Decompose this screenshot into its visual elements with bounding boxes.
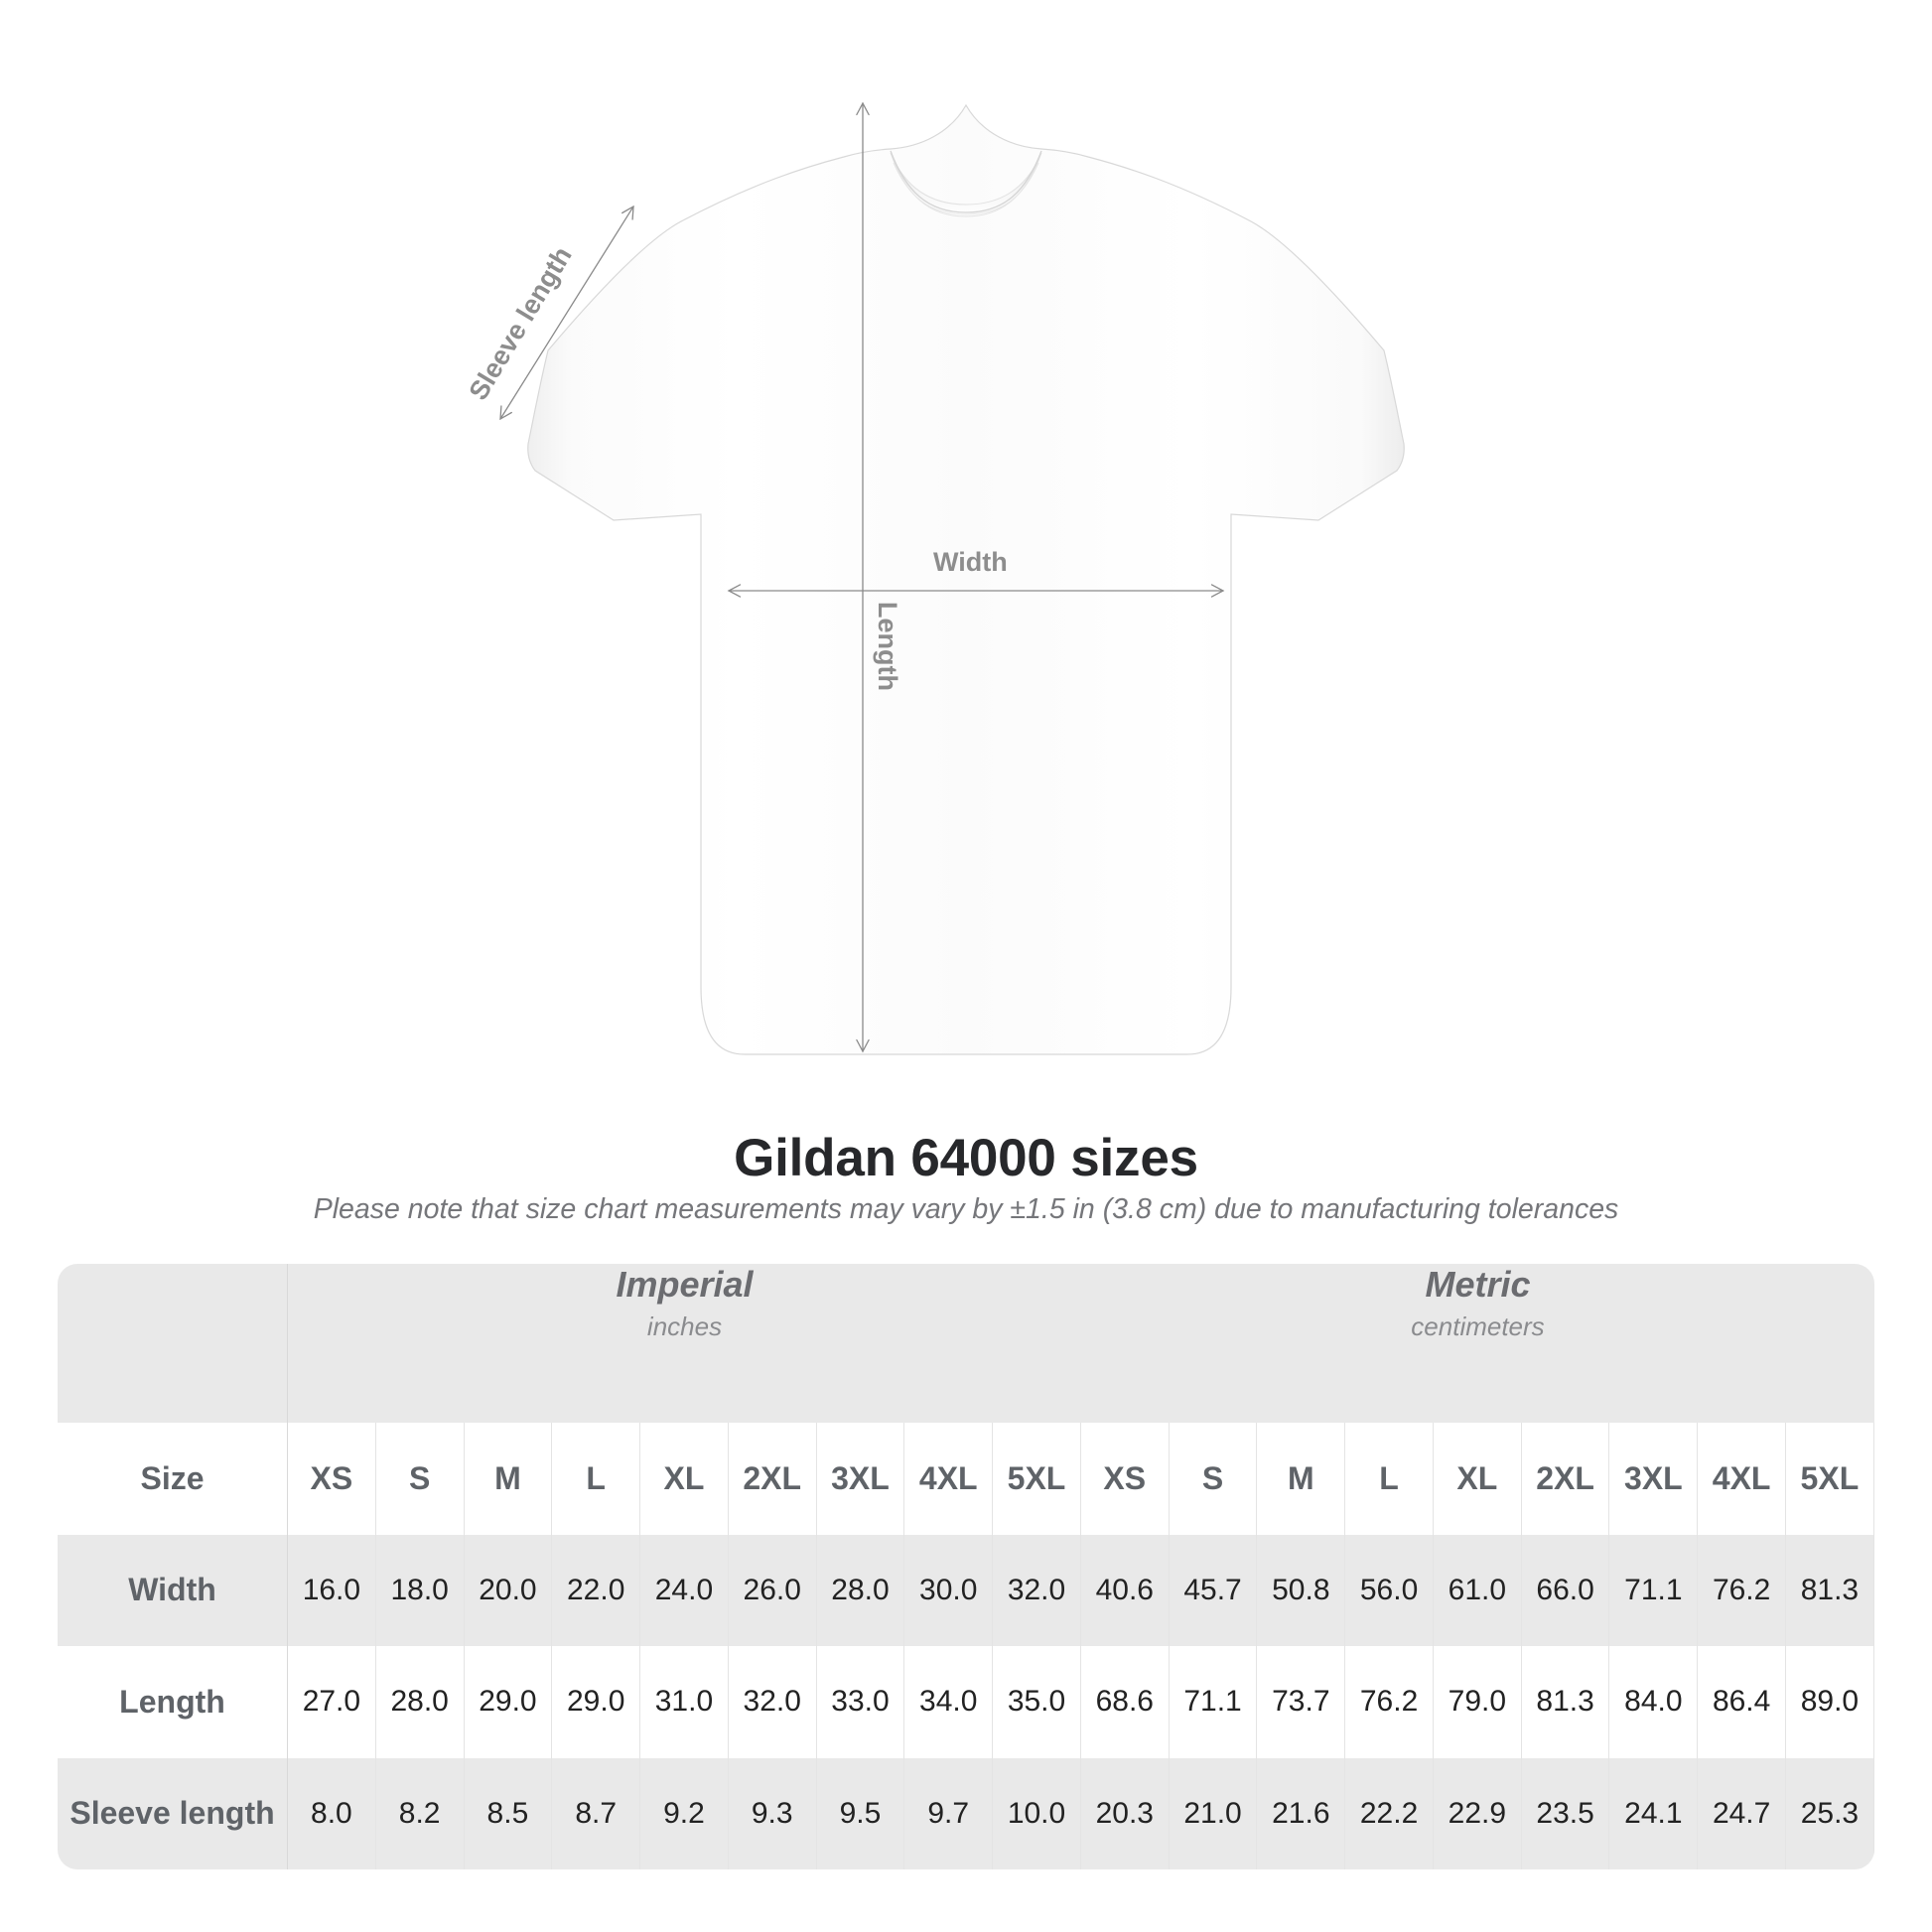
svg-text:Length: Length <box>873 602 902 691</box>
svg-text:Width: Width <box>933 547 1008 577</box>
